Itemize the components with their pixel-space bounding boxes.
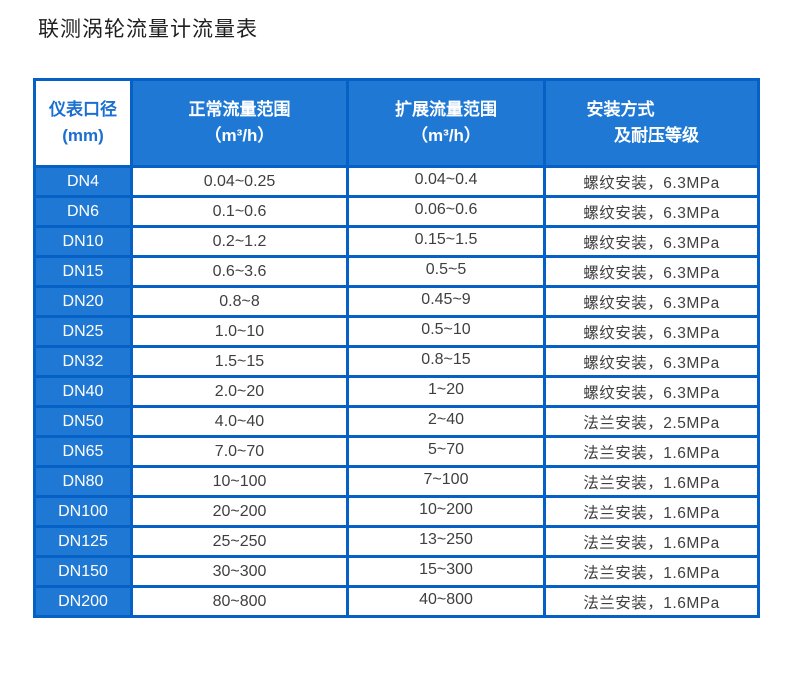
extended-range-cell: 2~40 (346, 405, 546, 438)
table-row: DN32 1.5~15 0.8~15 螺纹安装，6.3MPa (33, 345, 760, 378)
extended-range-cell: 0.15~1.5 (346, 225, 546, 258)
diameter-cell: DN4 (33, 165, 133, 198)
diameter-cell: DN200 (33, 585, 133, 618)
extended-range-cell: 7~100 (346, 465, 546, 498)
table-row: DN25 1.0~10 0.5~10 螺纹安装，6.3MPa (33, 315, 760, 348)
extended-range-cell: 0.8~15 (346, 345, 546, 378)
diameter-cell: DN150 (33, 555, 133, 588)
installation-cell: 法兰安装，1.6MPa (543, 435, 760, 468)
diameter-cell: DN25 (33, 315, 133, 348)
table-row: DN50 4.0~40 2~40 法兰安装，2.5MPa (33, 405, 760, 438)
table-row: DN65 7.0~70 5~70 法兰安装，1.6MPa (33, 435, 760, 468)
installation-cell: 法兰安装，1.6MPa (543, 495, 760, 528)
installation-cell: 法兰安装，1.6MPa (543, 555, 760, 588)
diameter-cell: DN125 (33, 525, 133, 558)
diameter-cell: DN32 (33, 345, 133, 378)
extended-range-cell: 10~200 (346, 495, 546, 528)
table-body: DN4 0.04~0.25 0.04~0.4 螺纹安装，6.3MPa DN6 0… (33, 165, 760, 618)
normal-range-cell: 0.1~0.6 (130, 195, 349, 228)
normal-range-cell: 0.04~0.25 (130, 165, 349, 198)
table-row: DN150 30~300 15~300 法兰安装，1.6MPa (33, 555, 760, 588)
header-line: (mm) (62, 126, 104, 145)
installation-cell: 螺纹安装，6.3MPa (543, 225, 760, 258)
table-row: DN4 0.04~0.25 0.04~0.4 螺纹安装，6.3MPa (33, 165, 760, 198)
table-row: DN10 0.2~1.2 0.15~1.5 螺纹安装，6.3MPa (33, 225, 760, 258)
diameter-cell: DN50 (33, 405, 133, 438)
installation-cell: 螺纹安装，6.3MPa (543, 195, 760, 228)
table-row: DN125 25~250 13~250 法兰安装，1.6MPa (33, 525, 760, 558)
normal-range-cell: 7.0~70 (130, 435, 349, 468)
installation-cell: 螺纹安装，6.3MPa (543, 255, 760, 288)
diameter-cell: DN10 (33, 225, 133, 258)
header-row: 仪表口径 (mm) 正常流量范围 （m³/h） 扩展流量范围 （m³/h） 安装… (33, 78, 760, 168)
table-row: DN6 0.1~0.6 0.06~0.6 螺纹安装，6.3MPa (33, 195, 760, 228)
extended-range-cell: 0.04~0.4 (346, 165, 546, 198)
installation-cell: 法兰安装，1.6MPa (543, 525, 760, 558)
diameter-cell: DN65 (33, 435, 133, 468)
normal-range-cell: 1.0~10 (130, 315, 349, 348)
normal-range-cell: 25~250 (130, 525, 349, 558)
installation-cell: 法兰安装，1.6MPa (543, 585, 760, 618)
diameter-cell: DN20 (33, 285, 133, 318)
normal-range-cell: 10~100 (130, 465, 349, 498)
header-line: 扩展流量范围 (395, 100, 497, 119)
normal-range-cell: 0.6~3.6 (130, 255, 349, 288)
header-normal-flow-range: 正常流量范围 （m³/h） (130, 78, 349, 168)
extended-range-cell: 1~20 (346, 375, 546, 408)
normal-range-cell: 4.0~40 (130, 405, 349, 438)
extended-range-cell: 0.45~9 (346, 285, 546, 318)
installation-cell: 螺纹安装，6.3MPa (543, 345, 760, 378)
table-row: DN100 20~200 10~200 法兰安装，1.6MPa (33, 495, 760, 528)
table-row: DN20 0.8~8 0.45~9 螺纹安装，6.3MPa (33, 285, 760, 318)
normal-range-cell: 80~800 (130, 585, 349, 618)
header-installation-pressure: 安装方式 及耐压等级 (543, 78, 760, 168)
normal-range-cell: 1.5~15 (130, 345, 349, 378)
header-line: 仪表口径 (49, 100, 117, 119)
table-row: DN200 80~800 40~800 法兰安装，1.6MPa (33, 585, 760, 618)
normal-range-cell: 0.2~1.2 (130, 225, 349, 258)
installation-cell: 法兰安装，2.5MPa (543, 405, 760, 438)
page-title: 联测涡轮流量计流量表 (38, 18, 258, 41)
header-meter-diameter: 仪表口径 (mm) (33, 78, 133, 168)
diameter-cell: DN15 (33, 255, 133, 288)
installation-cell: 法兰安装，1.6MPa (543, 465, 760, 498)
normal-range-cell: 20~200 (130, 495, 349, 528)
installation-cell: 螺纹安装，6.3MPa (543, 285, 760, 318)
extended-range-cell: 0.06~0.6 (346, 195, 546, 228)
installation-cell: 螺纹安装，6.3MPa (543, 165, 760, 198)
extended-range-cell: 40~800 (346, 585, 546, 618)
normal-range-cell: 2.0~20 (130, 375, 349, 408)
flow-rate-table: 仪表口径 (mm) 正常流量范围 （m³/h） 扩展流量范围 （m³/h） 安装… (33, 78, 760, 618)
header-extended-flow-range: 扩展流量范围 （m³/h） (346, 78, 546, 168)
header-line: 及耐压等级 (614, 126, 699, 145)
header-line: 安装方式 (586, 100, 655, 119)
installation-cell: 螺纹安装，6.3MPa (543, 315, 760, 348)
header-line: 正常流量范围 (188, 100, 291, 119)
extended-range-cell: 5~70 (346, 435, 546, 468)
table-row: DN40 2.0~20 1~20 螺纹安装，6.3MPa (33, 375, 760, 408)
table-row: DN80 10~100 7~100 法兰安装，1.6MPa (33, 465, 760, 498)
diameter-cell: DN80 (33, 465, 133, 498)
normal-range-cell: 0.8~8 (130, 285, 349, 318)
diameter-cell: DN100 (33, 495, 133, 528)
installation-cell: 螺纹安装，6.3MPa (543, 375, 760, 408)
extended-range-cell: 0.5~10 (346, 315, 546, 348)
extended-range-cell: 0.5~5 (346, 255, 546, 288)
header-line: （m³/h） (411, 126, 481, 145)
header-line: （m³/h） (204, 126, 275, 145)
table-row: DN15 0.6~3.6 0.5~5 螺纹安装，6.3MPa (33, 255, 760, 288)
normal-range-cell: 30~300 (130, 555, 349, 588)
diameter-cell: DN6 (33, 195, 133, 228)
extended-range-cell: 13~250 (346, 525, 546, 558)
extended-range-cell: 15~300 (346, 555, 546, 588)
diameter-cell: DN40 (33, 375, 133, 408)
